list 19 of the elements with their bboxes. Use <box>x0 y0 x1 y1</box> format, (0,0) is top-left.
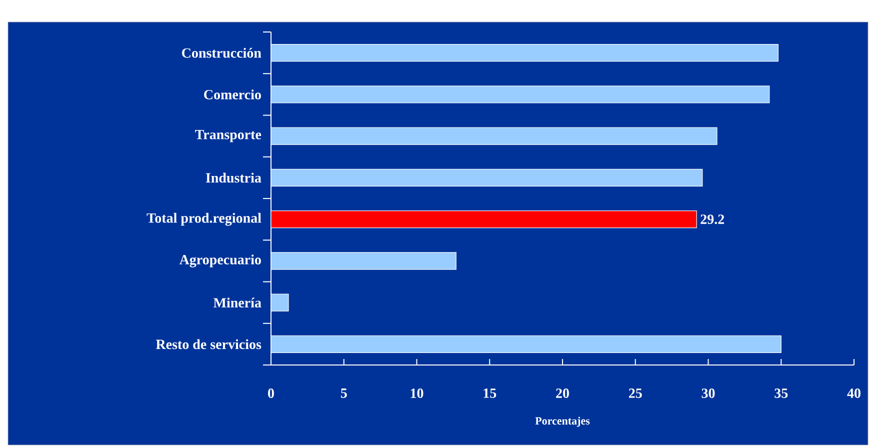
y-tick-label: Resto de servicios <box>156 339 262 350</box>
x-tick-label: 15 <box>484 388 496 398</box>
data-label: 29.2 <box>700 214 724 224</box>
x-tick-label: 5 <box>340 388 347 398</box>
y-tick-label: Agropecuario <box>179 254 261 268</box>
y-tick-label: Total prod.regional <box>146 212 262 226</box>
x-tick-label: 30 <box>702 388 715 398</box>
x-tick-label: 20 <box>556 388 569 398</box>
x-tick-label: 35 <box>774 388 788 398</box>
y-tick-label: Comercio <box>204 90 261 100</box>
y-tick-label: Industria <box>206 172 262 183</box>
x-tick-label: 10 <box>410 388 424 398</box>
x-tick-label: 0 <box>268 388 274 398</box>
y-tick-label: Transporte <box>195 130 262 142</box>
y-tick-label: Minería <box>214 298 262 308</box>
x-axis-title: Porcentajes <box>535 416 590 427</box>
x-tick-label: 25 <box>628 388 642 398</box>
x-tick-label: 40 <box>847 388 860 398</box>
y-tick-label: Construcción <box>182 48 262 58</box>
